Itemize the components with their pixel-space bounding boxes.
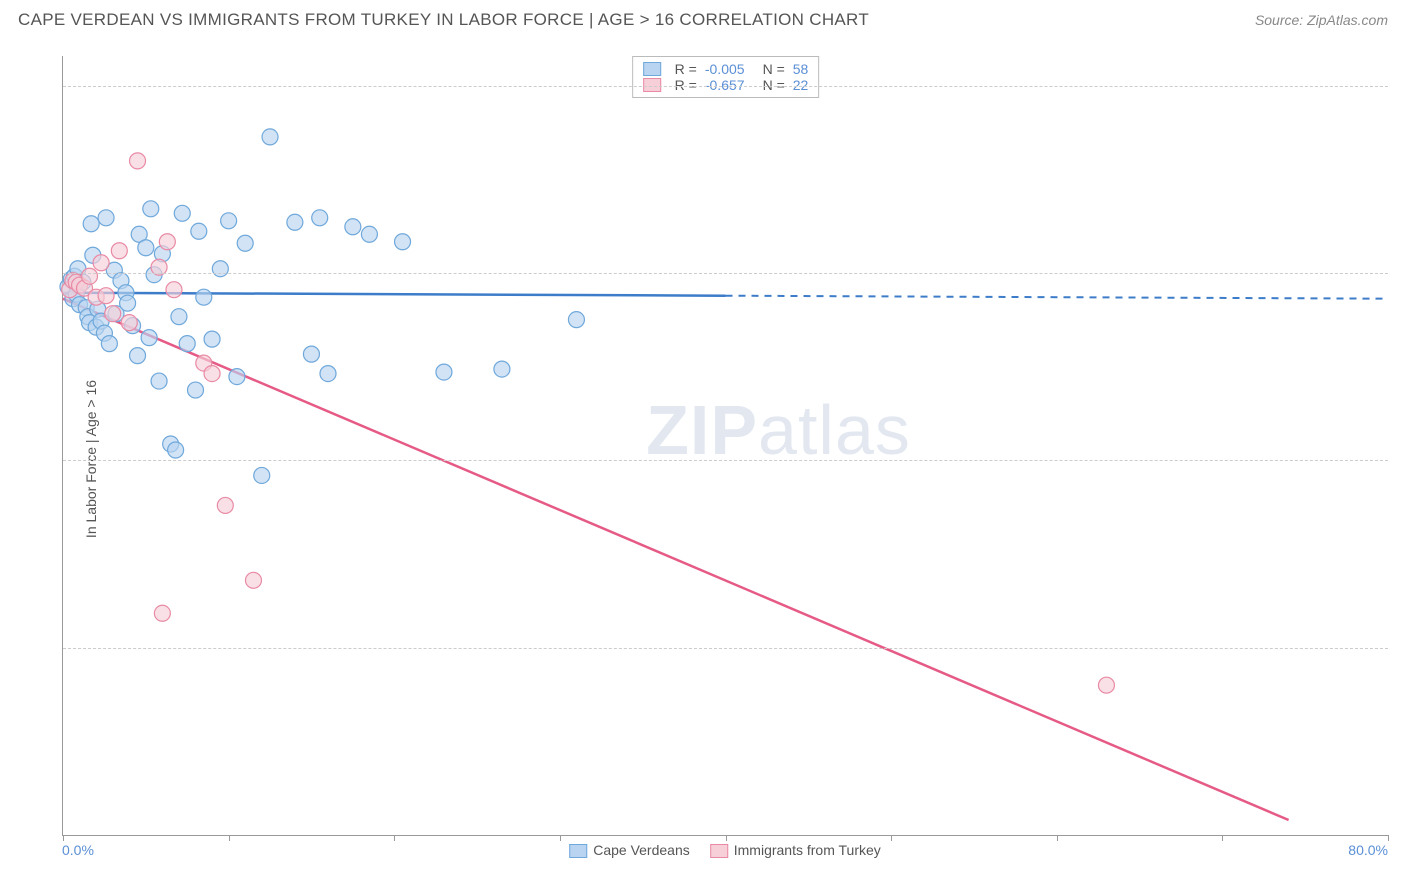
- stat-n-label: N =: [763, 61, 785, 77]
- legend-label: Cape Verdeans: [593, 842, 690, 858]
- y-tick-label: 42.5%: [1398, 640, 1406, 656]
- gridline: [63, 460, 1388, 461]
- scatter-point: [287, 214, 303, 230]
- legend-swatch: [710, 844, 728, 858]
- scatter-point: [320, 366, 336, 382]
- scatter-point: [361, 226, 377, 242]
- scatter-point: [191, 223, 207, 239]
- scatter-point: [98, 288, 114, 304]
- scatter-point: [141, 330, 157, 346]
- x-tick: [63, 835, 64, 841]
- scatter-point: [83, 216, 99, 232]
- y-tick-label: 80.0%: [1398, 78, 1406, 94]
- scatter-point: [174, 205, 190, 221]
- scatter-point: [303, 346, 319, 362]
- scatter-point: [245, 572, 261, 588]
- x-tick: [229, 835, 230, 841]
- scatter-point: [237, 235, 253, 251]
- scatter-point: [151, 373, 167, 389]
- x-axis-row: 0.0% Cape Verdeans Immigrants from Turkey…: [62, 842, 1388, 866]
- scatter-point: [171, 309, 187, 325]
- scatter-point: [436, 364, 452, 380]
- legend-swatch: [643, 62, 661, 76]
- chart-source: Source: ZipAtlas.com: [1255, 12, 1388, 28]
- stats-legend-box: R = -0.005 N = 58 R = -0.657 N = 22: [632, 56, 820, 98]
- scatter-point: [229, 369, 245, 385]
- scatter-point: [568, 312, 584, 328]
- x-min-label: 0.0%: [62, 842, 94, 858]
- scatter-point: [166, 282, 182, 298]
- scatter-point: [217, 497, 233, 513]
- scatter-point: [168, 442, 184, 458]
- scatter-point: [312, 210, 328, 226]
- scatter-point: [494, 361, 510, 377]
- plot-area: ZIPatlas R = -0.005 N = 58 R = -0.657 N …: [62, 56, 1388, 836]
- scatter-point: [254, 467, 270, 483]
- scatter-point: [143, 201, 159, 217]
- x-tick: [394, 835, 395, 841]
- gridline: [63, 648, 1388, 649]
- stat-r-value: -0.005: [705, 61, 745, 77]
- scatter-point: [204, 331, 220, 347]
- scatter-point: [130, 348, 146, 364]
- scatter-point: [196, 289, 212, 305]
- legend-swatch: [569, 844, 587, 858]
- scatter-point: [120, 295, 136, 311]
- x-tick: [1388, 835, 1389, 841]
- scatter-point: [204, 366, 220, 382]
- chart-container: In Labor Force | Age > 16 ZIPatlas R = -…: [18, 44, 1388, 874]
- gridline: [63, 86, 1388, 87]
- scatter-point: [212, 261, 228, 277]
- legend-item: Immigrants from Turkey: [710, 842, 881, 858]
- scatter-point: [130, 153, 146, 169]
- scatter-point: [221, 213, 237, 229]
- scatter-point: [159, 234, 175, 250]
- scatter-point: [98, 210, 114, 226]
- scatter-point: [1098, 677, 1114, 693]
- scatter-point: [121, 315, 137, 331]
- scatter-point: [395, 234, 411, 250]
- scatter-point: [188, 382, 204, 398]
- x-tick: [726, 835, 727, 841]
- x-tick: [1057, 835, 1058, 841]
- scatter-points-layer: [63, 56, 1388, 835]
- stat-n-value: 58: [793, 61, 809, 77]
- stats-row: R = -0.005 N = 58: [643, 61, 809, 77]
- legend-item: Cape Verdeans: [569, 842, 690, 858]
- x-tick: [560, 835, 561, 841]
- scatter-point: [82, 268, 98, 284]
- scatter-point: [101, 336, 117, 352]
- y-tick-label: 55.0%: [1398, 452, 1406, 468]
- scatter-point: [345, 219, 361, 235]
- bottom-legend: Cape Verdeans Immigrants from Turkey: [569, 842, 881, 858]
- x-max-label: 80.0%: [1348, 842, 1388, 858]
- gridline: [63, 273, 1388, 274]
- scatter-point: [111, 243, 127, 259]
- scatter-point: [93, 255, 109, 271]
- y-tick-label: 67.5%: [1398, 265, 1406, 281]
- scatter-point: [262, 129, 278, 145]
- chart-title: CAPE VERDEAN VS IMMIGRANTS FROM TURKEY I…: [18, 10, 869, 30]
- legend-label: Immigrants from Turkey: [734, 842, 881, 858]
- x-tick: [891, 835, 892, 841]
- x-tick: [1222, 835, 1223, 841]
- scatter-point: [179, 336, 195, 352]
- scatter-point: [154, 605, 170, 621]
- scatter-point: [105, 306, 121, 322]
- scatter-point: [138, 240, 154, 256]
- stat-r-label: R =: [675, 61, 697, 77]
